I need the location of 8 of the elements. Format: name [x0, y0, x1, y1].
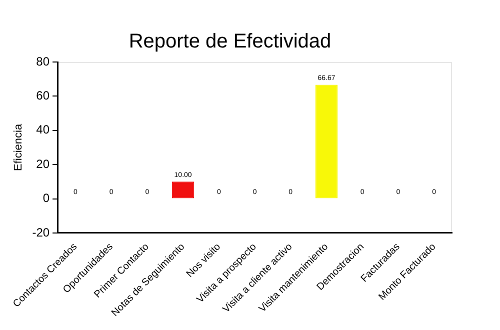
y-tick-label: 40	[36, 122, 50, 137]
chart-title: Reporte de Efectividad	[128, 30, 332, 53]
y-tick-label: 80	[36, 54, 50, 68]
y-tick-label: -20	[32, 225, 50, 240]
y-tick-label: 20	[36, 156, 50, 171]
y-tick-label: 60	[36, 88, 50, 102]
y-tick-label: 0	[42, 191, 50, 206]
y-axis-title: Eficiencia	[12, 123, 25, 172]
